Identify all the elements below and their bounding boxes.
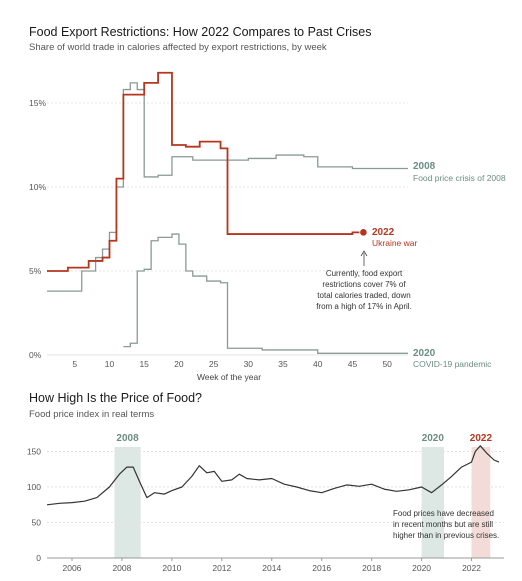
y-tick-label: 15% (29, 98, 46, 108)
annotation-line: restrictions cover 7% of (322, 280, 406, 289)
x-tick-label: 50 (382, 359, 392, 369)
y-tick-label: 50 (32, 518, 42, 528)
annotation-line: Food prices have decreased (393, 509, 494, 518)
series-2022-endpoint (360, 229, 367, 236)
label-2022: 2022 (372, 227, 395, 238)
x-tick-label: 10 (105, 359, 115, 369)
series-2008-line (47, 82, 408, 292)
chart2-subtitle: Food price index in real terms (29, 409, 155, 420)
annotation-line: in recent months but are still (393, 520, 493, 529)
y-tick-label: 5% (29, 266, 42, 276)
label-2008-sub: Food price crisis of 2008 (413, 173, 506, 183)
label-2008: 2008 (413, 161, 436, 172)
x-tick-label: 5 (72, 359, 77, 369)
y-tick-label: 0 (36, 553, 41, 563)
x-tick-label: 45 (348, 359, 358, 369)
x-tick-label: 30 (244, 359, 254, 369)
x-tick-label: 2012 (212, 563, 231, 573)
crisis-band-2008 (114, 447, 141, 558)
x-axis-label: Week of the year (197, 372, 261, 382)
band-label-2020: 2020 (422, 433, 445, 444)
y-tick-label: 10% (29, 182, 46, 192)
annotation-line: total calories traded, down (317, 291, 410, 300)
annotation-line: Currently, food export (326, 269, 403, 278)
crisis-band-2022 (471, 447, 491, 558)
annotation-line: higher than in previous crises. (393, 531, 499, 540)
annotation-line: from a high of 17% in April. (316, 302, 412, 311)
x-tick-label: 2018 (362, 563, 381, 573)
label-2020-sub: COVID-19 pandemic (413, 359, 492, 369)
band-label-2022: 2022 (470, 433, 493, 444)
x-tick-label: 2014 (262, 563, 281, 573)
x-tick-label: 2022 (462, 563, 481, 573)
x-tick-label: 2016 (312, 563, 331, 573)
x-tick-label: 2006 (63, 563, 82, 573)
annotation-arrowhead (360, 250, 368, 257)
band-label-2008: 2008 (116, 433, 139, 444)
x-tick-label: 15 (139, 359, 149, 369)
x-tick-label: 40 (313, 359, 323, 369)
series-2020-line (123, 233, 408, 354)
x-tick-label: 25 (209, 359, 219, 369)
y-tick-label: 100 (27, 482, 41, 492)
food-price-line (46, 445, 500, 506)
chart1-title: Food Export Restrictions: How 2022 Compa… (29, 25, 372, 39)
label-2022-sub: Ukraine war (372, 238, 418, 248)
x-tick-label: 20 (174, 359, 184, 369)
chart1-subtitle: Share of world trade in calories affecte… (29, 42, 327, 53)
series-2022-line (47, 71, 360, 272)
export-restrictions-chart: 0% 5% 10% 15% 5 10 15 20 25 30 35 40 45 50 Week of the… (29, 71, 506, 382)
x-tick-label: 2010 (162, 563, 181, 573)
y-tick-label: 0% (29, 350, 42, 360)
chart2-title: How High Is the Price of Food? (29, 391, 202, 405)
label-2020: 2020 (413, 348, 436, 359)
x-tick-label: 35 (278, 359, 288, 369)
crisis-band-2020 (421, 447, 445, 558)
y-tick-label: 150 (27, 447, 41, 457)
x-tick-label: 2020 (412, 563, 431, 573)
x-tick-label: 2008 (112, 563, 131, 573)
